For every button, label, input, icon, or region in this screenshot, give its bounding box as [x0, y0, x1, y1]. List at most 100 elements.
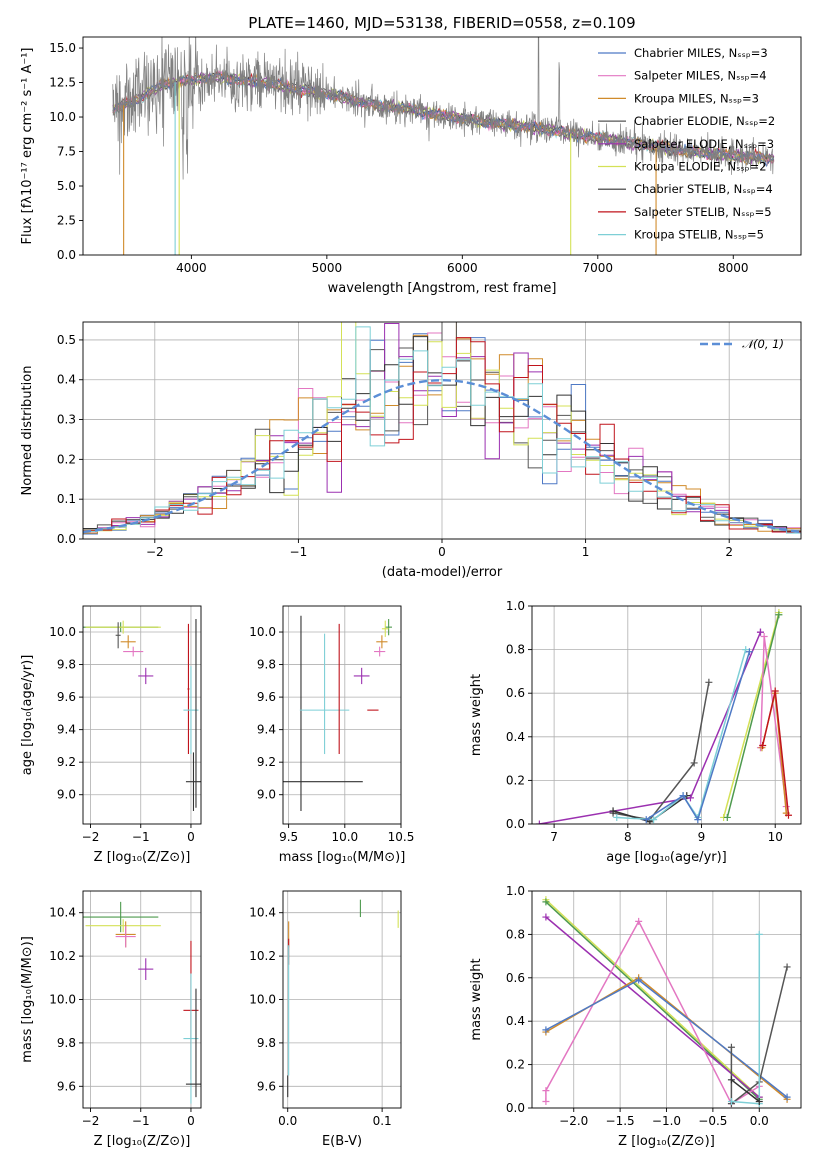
series: [642, 648, 753, 824]
y-tick-label: 0.4: [506, 730, 525, 744]
y-tick-label: 9.8: [257, 1036, 276, 1050]
grid: [83, 891, 201, 1108]
x-tick-label: 0.0: [750, 1114, 769, 1128]
series-marker: [783, 1093, 791, 1101]
series-marker: [723, 813, 731, 821]
panel-residuals: −2 −1 0 1 2 0.0 0.1 0.2 0.3 0.4 0.5 (data-model)/er…: [20, 321, 802, 580]
y-axis-label: mass weight: [469, 674, 484, 756]
y-tick-label: 0.8: [506, 927, 525, 941]
axes-frame: [531, 605, 802, 825]
panel-spectrum: 4000 5000 6000 7000 8000 0.0 2.5 5.0 7.5 10.0 12.5…: [20, 14, 802, 296]
panel-mass-weight-vs-age: 7 8 9 10 0.0 0.2 0.4 0.6 0.8 1.0 age [log₁₀(age/yr…: [469, 599, 802, 865]
panel-mass-vs-EBV: 0.0 0.1 9.6 9.8 10.0 10.2 10.4 E(B-V): [249, 890, 402, 1149]
y-tick-label: 10.4: [249, 906, 276, 920]
y-tick-label: 10.0: [249, 993, 276, 1007]
y-tick-label: 10.0: [49, 993, 76, 1007]
series: [535, 628, 764, 824]
y-tick-label: 9.4: [257, 723, 276, 737]
legend-label: Salpeter ELODIE, Nₛₛₚ=3: [634, 137, 774, 151]
data-point: [185, 752, 201, 811]
series-marker: [756, 628, 764, 636]
x-tick-label: 7000: [583, 261, 614, 275]
series-marker: [535, 820, 543, 824]
x-axis-label: Z [log₁₀(Z/Z⊙)]: [94, 850, 191, 865]
series-marker: [679, 792, 687, 800]
y-axis-label: age [log₁₀(age/yr)]: [20, 655, 35, 776]
series-marker: [694, 816, 702, 824]
plot-area: [83, 901, 201, 1104]
plot-area: [83, 619, 201, 811]
axes-frame: [82, 605, 202, 825]
data-point: [138, 667, 154, 685]
y-tick-label: 0.4: [506, 1014, 525, 1028]
x-tick-label: 8000: [718, 261, 749, 275]
series-marker: [635, 976, 643, 984]
y-tick-label: 0.2: [57, 452, 76, 466]
data-point: [83, 901, 159, 933]
x-axis-label: mass [log₁₀(M/M⊙)]: [279, 850, 406, 865]
series-marker: [775, 611, 783, 619]
y-tick-label: 1.0: [506, 599, 525, 613]
x-axis-label: Z [log₁₀(Z/Z⊙)]: [94, 1134, 191, 1149]
series-marker: [542, 1026, 550, 1034]
series-marker: [686, 794, 694, 802]
x-tick-label: −0.5: [698, 1114, 727, 1128]
series-line: [730, 1079, 760, 1103]
legend: Chabrier MILES, Nₛₛₚ=3 Salpeter MILES, Nₛ…: [598, 46, 775, 242]
histogram-series: [83, 326, 801, 534]
data-point: [381, 620, 389, 637]
y-tick-label: 0.0: [506, 1101, 525, 1115]
series-line: [545, 916, 760, 1098]
y-tick-label: 9.8: [57, 1036, 76, 1050]
series-marker: [755, 1097, 763, 1105]
plot-area: [112, 37, 775, 255]
legend-label: Kroupa STELIB, Nₛₛₚ=5: [634, 228, 764, 242]
x-tick-label: 2: [725, 545, 733, 559]
x-axis-label: Z [log₁₀(Z/Z⊙)]: [618, 1134, 715, 1149]
series: [542, 976, 791, 1101]
series-marker: [635, 917, 643, 925]
series-marker: [650, 816, 658, 824]
y-axis-label: Normed distribution: [20, 366, 35, 496]
y-tick-label: 0.2: [506, 773, 525, 787]
series-marker: [759, 742, 767, 750]
x-tick-label: −2: [146, 545, 164, 559]
y-axis-label: Flux [fλ10⁻¹⁷ erg cm⁻² s⁻¹ A⁻¹]: [20, 48, 35, 245]
series-marker: [727, 1097, 735, 1105]
series-line: [645, 651, 751, 822]
legend-label: Salpeter STELIB, Nₛₛₚ=5: [634, 205, 772, 219]
y-tick-label: 0.1: [57, 492, 76, 506]
data-point: [115, 925, 136, 948]
legend: 𝒩(0, 1): [700, 337, 784, 351]
series-marker: [784, 811, 792, 819]
x-tick-label: 10.0: [331, 830, 358, 844]
series-marker: [727, 1076, 735, 1084]
y-tick-label: 2.5: [57, 214, 76, 228]
data-point: [85, 919, 161, 933]
normal-curve: [83, 378, 801, 534]
chart-title: PLATE=1460, MJD=53138, FIBERID=0558, z=0…: [248, 14, 635, 32]
series-marker: [542, 898, 550, 906]
legend-label: Chabrier MILES, Nₛₛₚ=3: [634, 46, 768, 60]
y-tick-label: 9.6: [257, 1079, 276, 1093]
series-line: [759, 636, 788, 807]
y-tick-label: 9.8: [57, 658, 76, 672]
plot-area: [83, 322, 801, 535]
panel-mass-weight-vs-Z: −2.0 −1.5 −1.0 −0.5 0.0 0.0 0.2 0.4 0.6 0.8 1.0 Z […: [469, 884, 802, 1149]
y-tick-label: 0.0: [57, 248, 76, 262]
legend-label: Chabrier ELODIE, Nₛₛₚ=2: [634, 114, 775, 128]
series-marker: [542, 913, 550, 921]
y-tick-label: 9.6: [57, 690, 76, 704]
series: [542, 896, 763, 1101]
x-tick-label: −2: [82, 830, 100, 844]
series: [723, 611, 783, 821]
series: [542, 917, 763, 1108]
y-tick-label: 10.4: [49, 906, 76, 920]
x-tick-label: −2: [82, 1114, 100, 1128]
grid: [283, 891, 401, 1108]
y-tick-label: 5.0: [57, 179, 76, 193]
y-tick-label: 10.0: [49, 625, 76, 639]
x-tick-label: −1: [132, 830, 150, 844]
y-axis-label: mass weight: [469, 958, 484, 1040]
y-tick-label: 9.8: [257, 658, 276, 672]
